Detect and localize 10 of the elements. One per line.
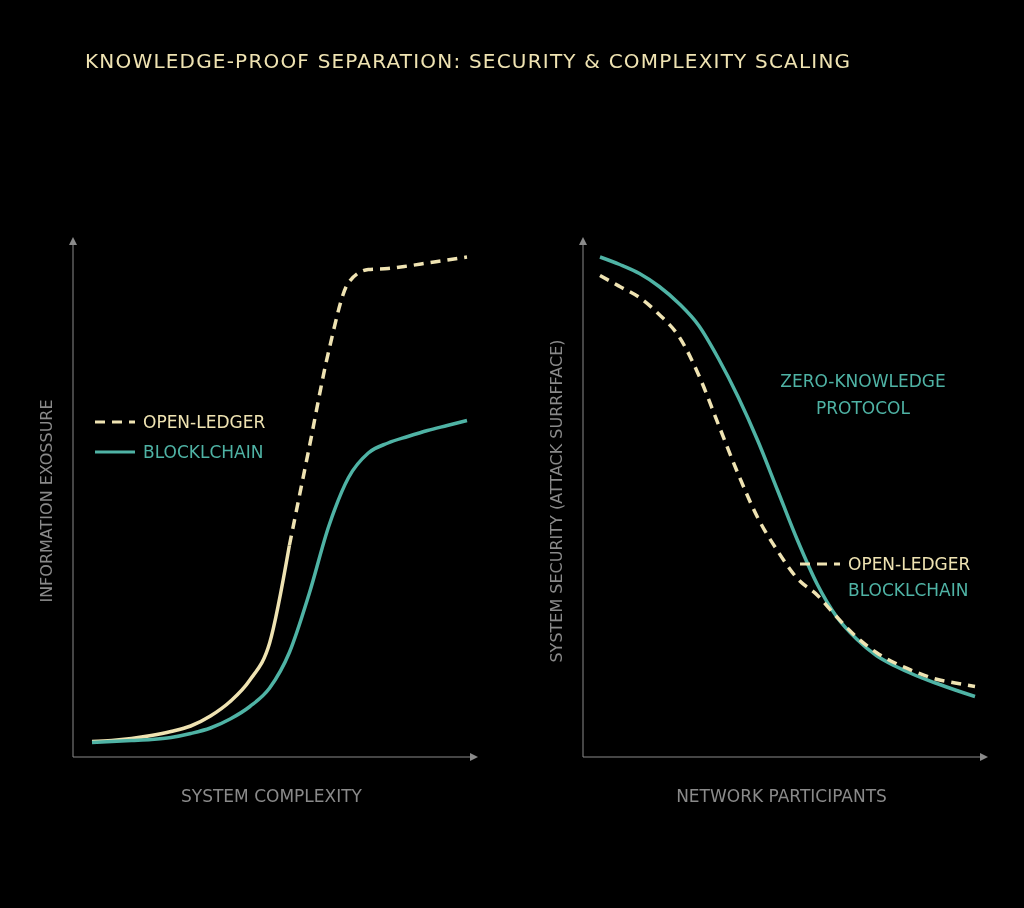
y-axis-title: INFORMATION EXOSSURE	[37, 399, 56, 603]
x-axis-title: SYSTEM COMPLEXITY	[181, 786, 363, 806]
legend-label: OPEN-LEDGER	[143, 412, 266, 432]
annotation: BLOCKLCHAIN	[848, 580, 969, 600]
series-label: ZERO-KNOWLEDGE PROTOCOL	[780, 371, 946, 418]
legend-label: OPEN-LEDGER	[848, 554, 971, 574]
y-axis-title: SYSTEM SECURITY (ATTACK SURRFFACE)	[547, 339, 566, 663]
chart-title: KNOWLEDGE-PROOF SEPARATION: SECURITY & COMPLEXITY SCALING	[85, 49, 852, 73]
legend-label: BLOCKLCHAIN	[143, 442, 264, 462]
x-axis-title: NETWORK PARTICIPANTS	[676, 786, 887, 806]
